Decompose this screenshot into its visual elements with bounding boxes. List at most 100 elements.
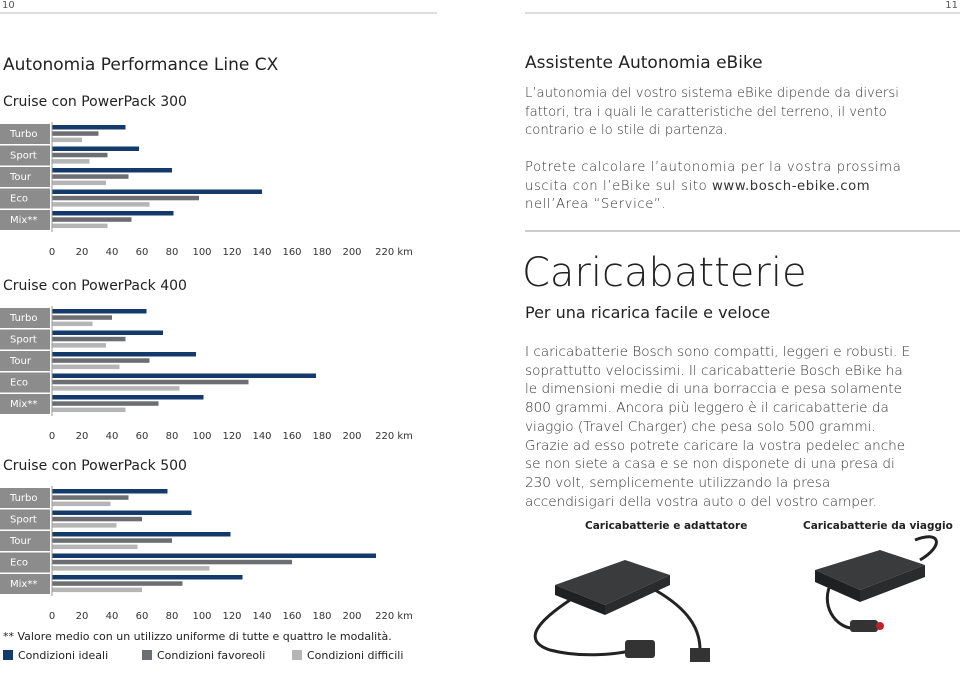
category-label: Sport xyxy=(10,335,37,346)
footnote: ** Valore medio con un utilizzo uniforme… xyxy=(3,630,392,643)
category-label: Mix** xyxy=(10,579,37,590)
category-label: Mix** xyxy=(10,215,37,226)
x-tick-label: 100 xyxy=(192,431,211,442)
bar xyxy=(52,168,172,173)
category-label: Sport xyxy=(10,151,37,162)
category-label: Eco xyxy=(10,378,28,389)
category-box xyxy=(0,488,50,508)
category-box xyxy=(0,124,50,144)
x-tick-label: 180 xyxy=(312,431,331,442)
x-tick-label: 20 xyxy=(76,247,89,258)
bar xyxy=(52,131,99,136)
x-tick-label: 100 xyxy=(192,611,211,622)
x-tick-label: 160 xyxy=(282,247,301,258)
bar xyxy=(52,195,199,201)
bar xyxy=(52,544,138,550)
bar xyxy=(52,538,172,543)
category-box xyxy=(0,145,50,166)
bar xyxy=(52,159,90,164)
x-tick-label: 100 xyxy=(192,247,211,258)
category-box xyxy=(0,509,50,530)
category-label: Mix** xyxy=(10,399,37,410)
bar xyxy=(52,407,126,413)
legend-label: Condizioni favoreoli xyxy=(157,649,265,662)
chart-title: Cruise con PowerPack 400 xyxy=(3,278,187,294)
category-label: Eco xyxy=(10,194,28,205)
x-tick-label: 140 xyxy=(252,611,271,622)
legend-label: Condizioni difficili xyxy=(307,649,403,662)
bar xyxy=(52,358,150,363)
category-box xyxy=(0,531,50,551)
bar xyxy=(52,379,249,385)
page-number: 11 xyxy=(945,0,958,11)
bar xyxy=(52,516,142,522)
bar xyxy=(52,180,106,186)
bar xyxy=(52,223,108,229)
right-title: Assistente Autonomia eBike xyxy=(525,53,763,73)
bar xyxy=(52,202,150,207)
category-box xyxy=(0,574,50,594)
bar xyxy=(52,343,106,348)
bar xyxy=(52,211,174,216)
bar xyxy=(52,532,231,537)
paragraph: Potrete calcolare l’autonomia per la vos… xyxy=(525,159,910,215)
x-tick-label: 200 xyxy=(342,431,361,442)
x-tick-label: 180 xyxy=(312,611,331,622)
x-tick-label: 20 xyxy=(76,611,89,622)
category-box xyxy=(0,394,50,414)
x-tick-label: 120 xyxy=(222,611,241,622)
bar xyxy=(52,321,93,327)
x-tick-label: 60 xyxy=(136,431,149,442)
bar xyxy=(52,386,180,391)
category-label: Turbo xyxy=(9,493,38,504)
bar xyxy=(52,364,120,370)
category-label: Turbo xyxy=(9,313,38,324)
caption: Caricabatterie da viaggio xyxy=(803,520,953,532)
bar xyxy=(52,373,316,378)
bar xyxy=(52,523,117,528)
x-tick-label: 40 xyxy=(106,611,119,622)
x-tick-label: 40 xyxy=(106,247,119,258)
legend-swatch xyxy=(142,650,152,660)
x-tick-label: 220 km xyxy=(375,611,413,622)
subtitle: Per una ricarica facile e veloce xyxy=(525,303,771,322)
bar xyxy=(52,352,196,357)
legend-swatch xyxy=(3,650,13,660)
legend-label: Condizioni ideali xyxy=(18,649,108,662)
bar xyxy=(52,217,132,222)
category-label: Sport xyxy=(10,515,37,526)
text: nell’Area “Service”. xyxy=(525,197,667,213)
category-box xyxy=(0,552,50,573)
bar xyxy=(52,146,139,151)
category-box xyxy=(0,210,50,230)
x-tick-label: 0 xyxy=(49,431,55,442)
x-tick-label: 140 xyxy=(252,247,271,258)
bar xyxy=(52,395,204,400)
x-tick-label: 200 xyxy=(342,247,361,258)
x-tick-label: 80 xyxy=(166,247,179,258)
category-box xyxy=(0,351,50,371)
x-tick-label: 40 xyxy=(106,431,119,442)
category-box xyxy=(0,188,50,209)
bar xyxy=(52,401,159,406)
x-tick-label: 60 xyxy=(136,611,149,622)
x-tick-label: 160 xyxy=(282,611,301,622)
page-number: 10 xyxy=(2,0,15,11)
bar xyxy=(52,309,147,314)
heading: Caricabatterie xyxy=(522,250,807,296)
caption: Caricabatterie e adattatore xyxy=(585,520,748,532)
x-tick-label: 80 xyxy=(166,431,179,442)
bar xyxy=(52,315,112,320)
bar xyxy=(52,174,129,179)
chart-title: Cruise con PowerPack 300 xyxy=(3,94,187,110)
category-label: Tour xyxy=(9,356,32,367)
category-box xyxy=(0,329,50,350)
bar xyxy=(52,125,126,130)
category-box xyxy=(0,308,50,328)
bar xyxy=(52,330,163,335)
bar xyxy=(52,553,376,558)
paragraph: L’autonomia del vostro sistema eBike dip… xyxy=(525,86,899,139)
bar xyxy=(52,581,183,586)
